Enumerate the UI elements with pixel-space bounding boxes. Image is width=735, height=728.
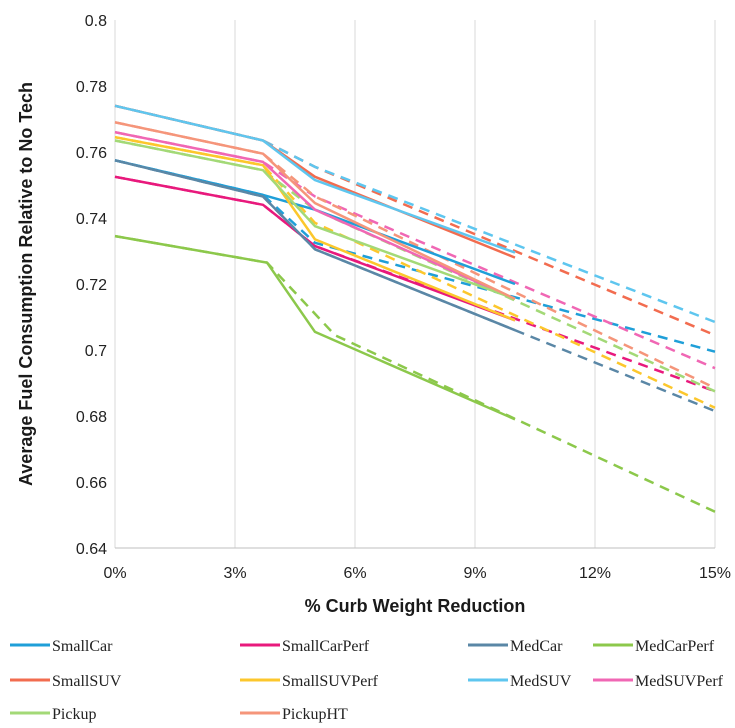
x-tick-label: 6%: [343, 565, 366, 582]
y-tick-label: 0.74: [76, 211, 107, 228]
legend-label: SmallSUVPerf: [282, 673, 379, 690]
series-line-dashed-SmallSUVPerf: [114, 135, 716, 409]
axes: 0% 3% 6% 9% 12% 15% 0.64 0.66 0.68 0.7 0.72 0.74 0.7…: [16, 13, 731, 616]
y-tick-label: 0.68: [76, 409, 107, 426]
x-tick-label: 3%: [223, 565, 246, 582]
y-tick-label: 0.78: [76, 79, 107, 96]
series-line-Pickup: [114, 139, 516, 301]
legend-label: MedCarPerf: [635, 638, 715, 655]
y-tick-label: 0.64: [76, 541, 107, 558]
series-line-SmallCarPerf: [114, 175, 516, 322]
legend-label: SmallCar: [52, 638, 113, 655]
series-line-dashed-Pickup: [114, 139, 716, 393]
series-line-SmallSUV: [114, 104, 516, 259]
x-tick-label: 0%: [103, 565, 126, 582]
x-tick-label: 12%: [579, 565, 611, 582]
y-tick-label: 0.8: [85, 13, 107, 30]
legend-label: SmallSUV: [52, 673, 122, 690]
x-tick-label: 15%: [699, 565, 731, 582]
legend-label: Pickup: [52, 706, 96, 723]
series-line-SmallSUVPerf: [114, 135, 516, 322]
legend-label: MedSUV: [510, 673, 572, 690]
legend-label: MedSUVPerf: [635, 673, 724, 690]
legend-label: PickupHT: [282, 706, 348, 723]
x-tick-label: 9%: [463, 565, 486, 582]
legend-label: SmallCarPerf: [282, 638, 370, 655]
y-tick-label: 0.76: [76, 145, 107, 162]
y-axis-title: Average Fuel Consumption Relative to No …: [16, 82, 36, 486]
x-axis-title: % Curb Weight Reduction: [305, 596, 526, 616]
y-tick-label: 0.66: [76, 475, 107, 492]
legend: SmallCar SmallCarPerf MedCar MedCarPerf Smal…: [10, 638, 724, 723]
legend-label: MedCar: [510, 638, 563, 655]
series-line-MedCar: [114, 159, 516, 332]
y-tick-label: 0.72: [76, 277, 107, 294]
series-line-PickupHT: [114, 121, 516, 301]
y-tick-label: 0.7: [85, 343, 107, 360]
series-line-MedSUVPerf: [114, 130, 516, 301]
series-line-MedSUV: [114, 104, 516, 254]
series-line-MedCarPerf: [114, 234, 516, 421]
series-lines: [114, 104, 716, 513]
series-line-dashed-MedCarPerf: [114, 234, 716, 513]
